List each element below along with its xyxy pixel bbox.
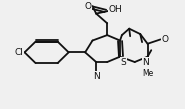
Text: O: O <box>162 35 169 44</box>
Text: N: N <box>93 72 100 81</box>
Text: O: O <box>84 2 91 11</box>
Text: Me: Me <box>142 69 153 78</box>
Text: OH: OH <box>109 5 122 14</box>
Text: N: N <box>142 58 149 66</box>
Text: Cl: Cl <box>15 48 23 57</box>
Text: S: S <box>121 58 127 66</box>
